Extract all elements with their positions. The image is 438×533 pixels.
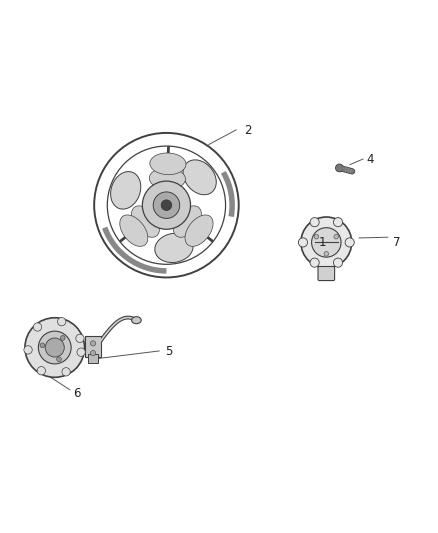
Circle shape	[57, 318, 66, 326]
Ellipse shape	[155, 233, 193, 263]
Ellipse shape	[173, 206, 201, 237]
Text: 5: 5	[165, 345, 172, 358]
Circle shape	[311, 228, 341, 257]
Circle shape	[310, 217, 319, 227]
Text: 6: 6	[73, 387, 81, 400]
Text: 1: 1	[318, 236, 326, 249]
Circle shape	[333, 217, 343, 227]
Circle shape	[334, 235, 339, 239]
Circle shape	[24, 346, 32, 354]
Circle shape	[153, 192, 180, 219]
FancyBboxPatch shape	[318, 266, 335, 280]
Circle shape	[336, 164, 343, 172]
Circle shape	[298, 238, 307, 247]
Circle shape	[314, 235, 319, 239]
Circle shape	[301, 217, 352, 268]
Circle shape	[39, 331, 71, 364]
Ellipse shape	[185, 215, 213, 246]
Circle shape	[324, 252, 328, 256]
Circle shape	[60, 336, 65, 341]
Text: 4: 4	[366, 152, 374, 166]
Circle shape	[62, 368, 70, 376]
Text: 7: 7	[392, 236, 400, 249]
Ellipse shape	[131, 317, 141, 324]
Circle shape	[76, 334, 84, 343]
Circle shape	[142, 181, 191, 229]
Circle shape	[33, 323, 42, 331]
Circle shape	[90, 350, 95, 356]
Ellipse shape	[150, 153, 186, 175]
Text: 2: 2	[244, 124, 251, 137]
Circle shape	[40, 343, 45, 348]
Ellipse shape	[120, 215, 148, 246]
FancyBboxPatch shape	[85, 336, 101, 357]
Circle shape	[161, 200, 172, 211]
Circle shape	[310, 258, 319, 267]
Circle shape	[25, 318, 85, 377]
Circle shape	[37, 367, 46, 375]
Ellipse shape	[131, 206, 159, 237]
Circle shape	[90, 341, 95, 346]
Circle shape	[333, 258, 343, 267]
Ellipse shape	[183, 160, 216, 195]
FancyBboxPatch shape	[88, 354, 98, 363]
Circle shape	[45, 338, 64, 357]
Circle shape	[345, 238, 354, 247]
Ellipse shape	[111, 172, 141, 209]
Circle shape	[57, 357, 61, 362]
Ellipse shape	[149, 168, 185, 189]
Circle shape	[77, 348, 85, 357]
